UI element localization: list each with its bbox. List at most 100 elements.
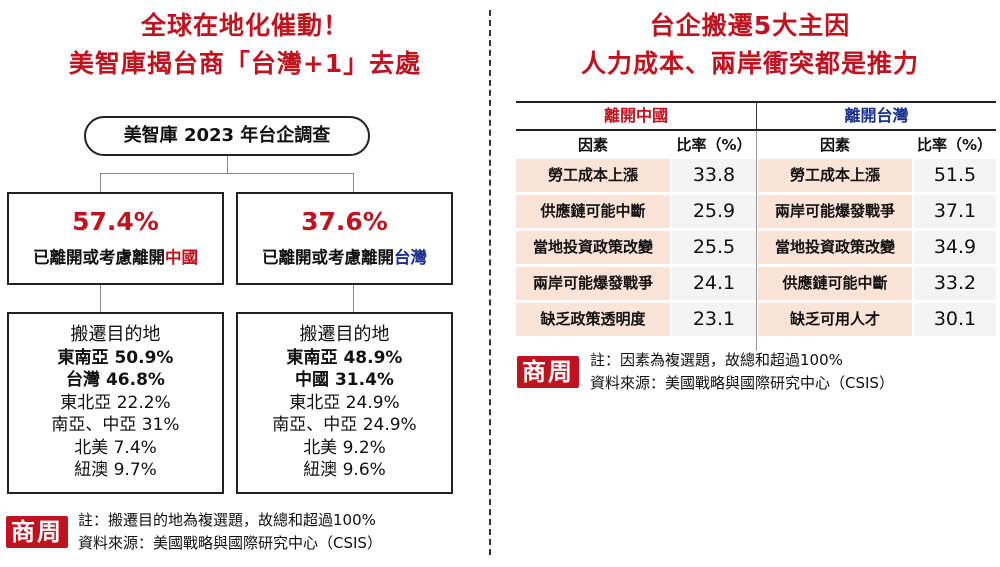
left-source: 資料來源：美國戰略與國際研究中心（CSIS） — [78, 534, 382, 552]
taiwan-dest-title: 搬遷目的地 — [299, 324, 390, 345]
factor-cell-china: 當地投資政策改變 — [516, 231, 670, 264]
china-stat-box: 57.4% 已離開或考慮離開中國 — [7, 192, 224, 285]
right-panel: 台企搬遷5大主因 人力成本、兩岸衝突都是推力 離開中國 離開台灣 因素 比率（%… — [500, 0, 1000, 567]
destination-item: 北美 7.4% — [9, 437, 222, 459]
destination-item: 東南亞 50.9% — [9, 347, 222, 369]
destination-value: 31.4% — [334, 370, 394, 391]
table-row: 缺乏政策透明度 23.1 缺乏可用人才 30.1 — [516, 303, 996, 336]
destination-item: 紐澳 9.6% — [238, 459, 451, 481]
factor-cell-taiwan: 勞工成本上漲 — [758, 159, 912, 192]
taiwan-destinations-box: 搬遷目的地 東南亞 48.9% 中國 31.4% 東北亞 24.9% 南亞、中亞 24… — [236, 312, 453, 494]
taiwan-stat-box: 37.6% 已離開或考慮離開台灣 — [236, 192, 453, 285]
table-column-header: 因素 比率（%） 因素 比率（%） — [516, 131, 996, 159]
destination-value: 24.9% — [345, 392, 400, 413]
value-cell-china: 33.8 — [672, 159, 756, 192]
destination-name: 南亞、中亞 — [272, 415, 358, 436]
right-title-line2: 人力成本、兩岸衝突都是推力 — [580, 49, 919, 78]
destination-item: 台灣 46.8% — [9, 369, 222, 391]
businessweekly-logo: 商周 — [6, 516, 68, 548]
destination-value: 50.9% — [114, 348, 174, 368]
destination-name: 南亞、中亞 — [51, 415, 137, 436]
destination-value: 9.6% — [342, 460, 386, 481]
destination-name: 東北亞 — [289, 392, 341, 413]
value-cell-china: 24.1 — [672, 267, 756, 300]
china-destinations-box: 搬遷目的地 東南亞 50.9% 台灣 46.8% 東北亞 22.2% 南亞、中亞 31… — [7, 312, 224, 494]
destination-name: 東南亞 — [286, 348, 338, 368]
left-panel: 全球在地化催動！ 美智庫揭台商「台灣+1」去處 美智庫 2023 年台企調查 5… — [0, 0, 490, 567]
china-desc: 已離開或考慮離開中國 — [9, 244, 222, 268]
table-separator — [756, 131, 757, 351]
connector-line — [353, 285, 354, 312]
factor-cell-china: 勞工成本上漲 — [516, 159, 670, 192]
taiwan-desc: 已離開或考慮離開台灣 — [238, 244, 451, 268]
destination-value: 9.7% — [113, 460, 157, 481]
destination-item: 南亞、中亞 31% — [9, 414, 222, 436]
destination-name: 紐澳 — [303, 460, 338, 481]
factor-cell-china: 兩岸可能爆發戰爭 — [516, 267, 670, 300]
factor-cell-taiwan: 缺乏可用人才 — [758, 303, 912, 336]
left-title-line1: 全球在地化催動！ — [140, 11, 349, 40]
table-row: 兩岸可能爆發戰爭 24.1 供應鏈可能中斷 33.2 — [516, 267, 996, 300]
value-cell-taiwan: 37.1 — [914, 195, 996, 228]
right-title-line1: 台企搬遷5大主因 — [649, 11, 851, 40]
left-note: 註：搬遷目的地為複選題，故總和超過100% — [78, 511, 376, 529]
taiwan-desc-prefix: 已離開或考慮離開 — [262, 248, 394, 267]
survey-label: 美智庫 2023 年台企調查 — [84, 116, 370, 156]
table-body: 勞工成本上漲 33.8 勞工成本上漲 51.5 供應鏈可能中斷 25.9 兩岸可能爆發戰爭 3… — [516, 159, 996, 336]
china-desc-place: 中國 — [165, 248, 198, 267]
destination-item: 中國 31.4% — [238, 369, 451, 391]
destination-name: 東南亞 — [57, 348, 109, 368]
value-cell-china: 25.5 — [672, 231, 756, 264]
destination-value: 22.2% — [116, 392, 171, 413]
destination-value: 9.2% — [342, 437, 386, 458]
table-row: 勞工成本上漲 33.8 勞工成本上漲 51.5 — [516, 159, 996, 192]
table-row: 當地投資政策改變 25.5 當地投資政策改變 34.9 — [516, 231, 996, 264]
destination-value: 48.9% — [343, 348, 403, 368]
destination-name: 北美 — [74, 437, 109, 458]
header-separator — [756, 103, 757, 129]
panel-divider — [489, 10, 491, 555]
factor-cell-taiwan: 兩岸可能爆發戰爭 — [758, 195, 912, 228]
china-dest-title: 搬遷目的地 — [70, 324, 161, 345]
right-source: 資料來源：美國戰略與國際研究中心（CSIS） — [590, 374, 894, 392]
reasons-table: 離開中國 離開台灣 因素 比率（%） 因素 比率（%） 勞工成本上漲 33.8 勞工… — [516, 101, 996, 351]
table-group-header: 離開中國 離開台灣 — [516, 101, 996, 131]
factor-cell-taiwan: 當地投資政策改變 — [758, 231, 912, 264]
col-factor-taiwan: 因素 — [819, 136, 850, 154]
destination-name: 紐澳 — [74, 460, 109, 481]
factor-cell-taiwan: 供應鏈可能中斷 — [758, 267, 912, 300]
col-ratio-china: 比率（%） — [676, 136, 752, 154]
value-cell-taiwan: 30.1 — [914, 303, 996, 336]
value-cell-taiwan: 34.9 — [914, 231, 996, 264]
destination-name: 東北亞 — [60, 392, 112, 413]
destination-item: 東南亞 48.9% — [238, 347, 451, 369]
china-dest-list: 東南亞 50.9% 台灣 46.8% 東北亞 22.2% 南亞、中亞 31% 北美 7.… — [9, 347, 222, 481]
value-cell-china: 23.1 — [672, 303, 756, 336]
china-percent: 57.4% — [72, 207, 159, 236]
value-cell-china: 25.9 — [672, 195, 756, 228]
taiwan-percent: 37.6% — [301, 207, 388, 236]
table-row: 供應鏈可能中斷 25.9 兩岸可能爆發戰爭 37.1 — [516, 195, 996, 228]
right-note: 註：因素為複選題，故總和超過100% — [590, 351, 843, 369]
connector-line — [227, 156, 228, 173]
destination-name: 中國 — [295, 370, 330, 391]
destination-value: 46.8% — [105, 370, 165, 391]
china-desc-prefix: 已離開或考慮離開 — [33, 248, 165, 267]
destination-name: 台灣 — [66, 370, 101, 391]
factor-cell-china: 供應鏈可能中斷 — [516, 195, 670, 228]
value-cell-taiwan: 33.2 — [914, 267, 996, 300]
destination-name: 北美 — [303, 437, 338, 458]
value-cell-taiwan: 51.5 — [914, 159, 996, 192]
col-ratio-taiwan: 比率（%） — [916, 136, 993, 154]
connector-line — [100, 173, 101, 192]
businessweekly-logo: 商周 — [517, 356, 579, 388]
taiwan-dest-list: 東南亞 48.9% 中國 31.4% 東北亞 24.9% 南亞、中亞 24.9% 北美 … — [238, 347, 451, 481]
destination-value: 31% — [141, 415, 180, 436]
left-title-line2: 美智庫揭台商「台灣+1」去處 — [68, 49, 422, 78]
destination-item: 東北亞 24.9% — [238, 392, 451, 414]
connector-line — [353, 173, 354, 192]
factor-cell-china: 缺乏政策透明度 — [516, 303, 670, 336]
col-factor-china: 因素 — [577, 136, 608, 154]
group-header-taiwan: 離開台灣 — [844, 106, 909, 125]
connector-line — [100, 285, 101, 312]
